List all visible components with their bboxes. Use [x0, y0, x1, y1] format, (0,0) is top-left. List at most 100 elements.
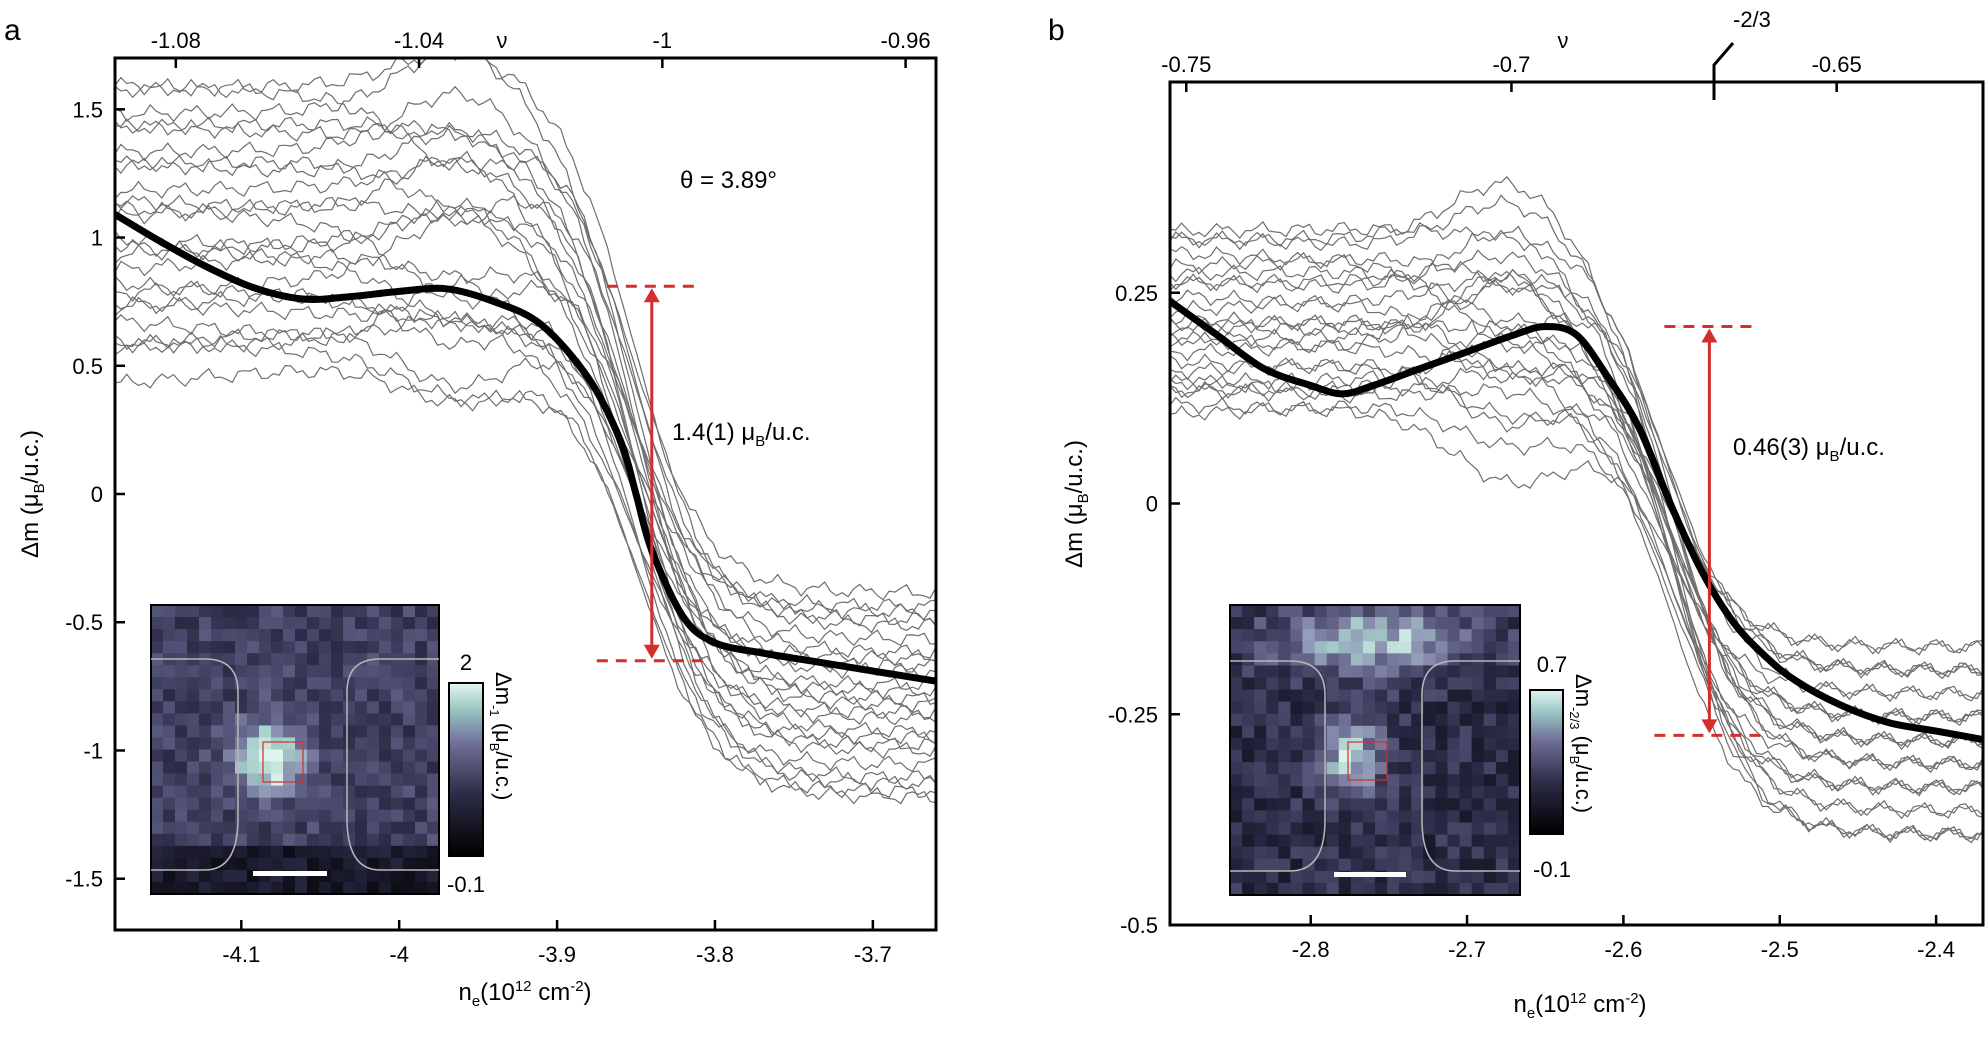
heatmap-pixel — [1230, 701, 1243, 715]
heatmap-pixel — [1290, 653, 1304, 667]
heatmap-pixel — [1350, 617, 1364, 630]
heatmap-pixel — [343, 701, 356, 714]
heatmap-pixel — [331, 605, 344, 618]
heatmap-pixel — [1350, 677, 1364, 691]
heatmap-pixel — [1230, 629, 1243, 642]
panel-b-inset-scale-bar — [1334, 872, 1406, 877]
heatmap-pixel — [1471, 810, 1485, 824]
heatmap-pixel — [151, 689, 164, 702]
heatmap-pixel — [1314, 786, 1328, 799]
heatmap-pixel — [151, 881, 164, 895]
heatmap-pixel — [187, 797, 200, 811]
heatmap-pixel — [1399, 858, 1412, 872]
heatmap-pixel — [319, 881, 332, 895]
heatmap-pixel — [1483, 750, 1497, 763]
heatmap-pixel — [259, 641, 272, 654]
heatmap-pixel — [1350, 762, 1364, 775]
heatmap-pixel — [1254, 737, 1267, 751]
heatmap-pixel — [343, 725, 356, 739]
thin-series-line — [115, 296, 936, 667]
heatmap-pixel — [391, 605, 404, 618]
heatmap-pixel — [1423, 774, 1437, 787]
heatmap-pixel — [1399, 846, 1412, 860]
heatmap-pixel — [1435, 617, 1449, 630]
heatmap-pixel — [1435, 737, 1449, 751]
heatmap-pixel — [1326, 689, 1340, 703]
heatmap-pixel — [271, 605, 284, 618]
heatmap-pixel — [271, 785, 284, 799]
heatmap-pixel — [367, 725, 380, 739]
heatmap-pixel — [1362, 750, 1376, 763]
heatmap-pixel — [1254, 689, 1267, 703]
heatmap-pixel — [415, 713, 428, 727]
heatmap-pixel — [283, 617, 296, 630]
heatmap-pixel — [343, 821, 356, 835]
heatmap-pixel — [331, 881, 344, 895]
heatmap-pixel — [151, 641, 164, 654]
heatmap-pixel — [1447, 665, 1461, 679]
heatmap-pixel — [235, 749, 248, 763]
heatmap-pixel — [223, 617, 236, 630]
heatmap-pixel — [427, 809, 440, 823]
heatmap-pixel — [1314, 882, 1328, 896]
heatmap-pixel — [379, 809, 392, 823]
heatmap-pixel — [1302, 701, 1316, 715]
heatmap-pixel — [415, 737, 428, 751]
heatmap-pixel — [379, 797, 392, 811]
heatmap-pixel — [1266, 725, 1279, 739]
x-tick-label: -3.9 — [538, 942, 576, 967]
y-tick-label: 0 — [91, 482, 103, 507]
heatmap-pixel — [1387, 665, 1400, 679]
heatmap-pixel — [427, 869, 440, 883]
heatmap-pixel — [343, 689, 356, 702]
heatmap-pixel — [343, 749, 356, 763]
heatmap-pixel — [1314, 762, 1328, 775]
thin-series-line — [115, 364, 936, 799]
step-bar-arrow-up — [643, 288, 660, 303]
heatmap-pixel — [151, 857, 164, 871]
heatmap-pixel — [1266, 774, 1279, 787]
heatmap-pixel — [247, 629, 260, 642]
heatmap-pixel — [295, 857, 308, 871]
thin-series-line — [115, 248, 936, 700]
panel-a-inset-scale-bar — [253, 871, 327, 876]
heatmap-pixel — [1387, 882, 1400, 896]
heatmap-pixel — [175, 869, 188, 883]
thin-series-line — [1170, 245, 1983, 844]
heatmap-pixel — [187, 785, 200, 799]
heatmap-pixel — [1266, 677, 1279, 691]
heatmap-pixel — [1254, 701, 1267, 715]
heatmap-pixel — [1362, 665, 1376, 679]
heatmap-pixel — [175, 737, 188, 751]
heatmap-pixel — [379, 869, 392, 883]
heatmap-pixel — [1278, 713, 1292, 727]
heatmap-pixel — [1507, 834, 1521, 848]
heatmap-pixel — [1447, 629, 1461, 642]
heatmap-pixel — [247, 881, 260, 895]
heatmap-pixel — [163, 833, 176, 847]
heatmap-pixel — [163, 605, 176, 618]
heatmap-pixel — [1302, 677, 1316, 691]
heatmap-pixel — [211, 641, 224, 654]
heatmap-pixel — [1435, 701, 1449, 715]
heatmap-pixel — [1326, 701, 1340, 715]
heatmap-pixel — [307, 881, 320, 895]
heatmap-pixel — [151, 677, 164, 690]
y-tick-label: 0.5 — [72, 354, 103, 379]
heatmap-pixel — [1338, 701, 1352, 715]
top-tick-label: -1.08 — [151, 28, 201, 53]
heatmap-pixel — [379, 857, 392, 871]
heatmap-pixel — [1290, 641, 1304, 654]
heatmap-pixel — [247, 761, 260, 775]
heatmap-pixel — [1483, 846, 1497, 860]
heatmap-pixel — [1399, 822, 1412, 836]
heatmap-pixel — [259, 629, 272, 642]
heatmap-pixel — [1459, 882, 1473, 896]
heatmap-pixel — [1399, 713, 1412, 727]
heatmap-pixel — [319, 761, 332, 775]
heatmap-pixel — [355, 809, 368, 823]
heatmap-pixel — [343, 845, 356, 859]
panel-a-main-line-group — [115, 211, 936, 685]
heatmap-pixel — [331, 713, 344, 727]
